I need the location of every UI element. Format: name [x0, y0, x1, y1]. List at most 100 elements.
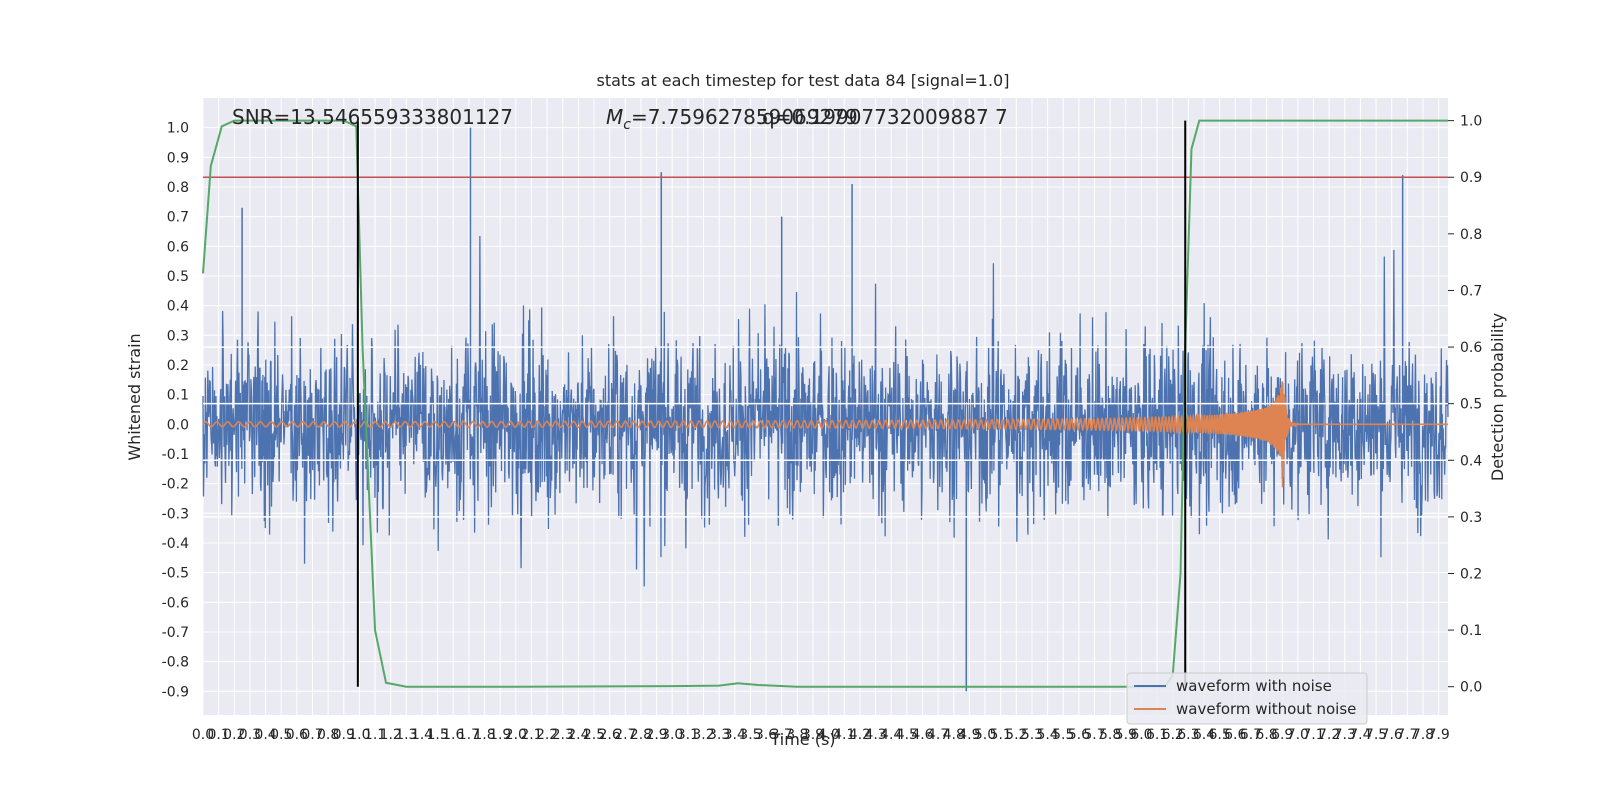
x-tick-label: 5.8 [1099, 727, 1121, 743]
x-tick-label: 6.3 [1177, 727, 1199, 743]
y-tick-label: 0.1 [167, 388, 189, 404]
x-tick-label: 5.7 [1083, 727, 1105, 743]
x-tick-label: 7.8 [1412, 727, 1434, 743]
x-tick-label: 7.2 [1318, 727, 1340, 743]
x-tick-label: 5.2 [1005, 727, 1027, 743]
y-tick-label: 0.3 [167, 328, 189, 344]
y2-tick-label: 0.2 [1460, 566, 1482, 582]
x-tick-label: 2.3 [552, 727, 574, 743]
x-tick-label: 7.5 [1365, 727, 1387, 743]
x-tick-label: 3.9 [802, 727, 824, 743]
x-tick-label: 6.5 [1209, 727, 1231, 743]
mc-value: =7.759627859069279 [631, 105, 858, 129]
x-tick-label: 1.3 [395, 727, 417, 743]
x-tick-label: 3.5 [739, 727, 761, 743]
y2-tick-label: 0.6 [1460, 340, 1482, 356]
x-tick-label: 6.8 [1255, 727, 1277, 743]
mc-annotation: Mc=7.759627859069279 [606, 105, 858, 133]
x-tick-label: 4.2 [849, 727, 871, 743]
y-tick-label: 0.6 [167, 239, 189, 255]
x-tick-label: 0.6 [286, 727, 308, 743]
x-tick-label: 3.3 [708, 727, 730, 743]
y-tick-label: -0.9 [162, 684, 189, 700]
x-tick-label: 7.3 [1334, 727, 1356, 743]
x-tick-label: 0.1 [208, 727, 230, 743]
q-annotation: q=0.19907732009887 7 [762, 105, 1008, 129]
x-tick-label: 2.5 [583, 727, 605, 743]
y2-tick-label: 0.1 [1460, 623, 1482, 639]
y-tick-label: -0.2 [162, 477, 189, 493]
snr-annotation: SNR=13.546559333801127 [232, 105, 513, 129]
y-tick-label: 1.0 [167, 121, 189, 137]
x-tick-label: 3.7 [771, 727, 793, 743]
y-tick-label: 0.8 [167, 180, 189, 196]
y2-tick-label: 0.0 [1460, 680, 1482, 696]
y2-tick-label: 0.7 [1460, 283, 1482, 299]
x-tick-label: 5.0 [974, 727, 996, 743]
y2-axis-title: Detection probability [1488, 313, 1507, 481]
y-tick-label: 0.0 [167, 417, 189, 433]
x-tick-label: 5.3 [1021, 727, 1043, 743]
x-tick-label: 7.4 [1349, 727, 1371, 743]
x-tick-label: 1.4 [411, 727, 433, 743]
probability-line [202, 119, 1448, 688]
x-tick-label: 2.4 [567, 727, 589, 743]
x-tick-label: 2.6 [599, 727, 621, 743]
x-tick-label: 2.8 [630, 727, 652, 743]
series-waveform-without-noise [202, 381, 1448, 488]
x-tick-label: 6.2 [1162, 727, 1184, 743]
legend-label-clean: waveform without noise [1176, 700, 1356, 718]
y-tick-label: -0.6 [162, 595, 189, 611]
legend: waveform with noise waveform without noi… [1126, 672, 1368, 725]
y2-tick-label: 0.4 [1460, 453, 1482, 469]
x-tick-label: 2.9 [645, 727, 667, 743]
x-tick-label: 0.0 [192, 727, 214, 743]
x-tick-label: 6.1 [1146, 727, 1168, 743]
mc-subscript: c [623, 117, 631, 133]
x-tick-label: 0.5 [270, 727, 292, 743]
x-tick-label: 4.4 [880, 727, 902, 743]
y-axis-left: 1.0 0.9 0.8 0.7 0.6 0.5 0.4 0.3 0.2 0.1 0.0 -0.1 -0.… [162, 121, 189, 701]
x-tick-label: 1.6 [442, 727, 464, 743]
x-tick-label: 5.6 [1068, 727, 1090, 743]
x-tick-label: 7.0 [1287, 727, 1309, 743]
x-axis-title: Time (s) [769, 730, 835, 749]
y-axis-title: Whitened strain [125, 333, 144, 460]
y-tick-label: 0.9 [167, 150, 189, 166]
x-tick-label: 3.2 [692, 727, 714, 743]
x-tick-label: 1.0 [348, 727, 370, 743]
x-tick-label: 0.2 [223, 727, 245, 743]
x-tick-label: 1.5 [426, 727, 448, 743]
x-tick-label: 4.1 [833, 727, 855, 743]
x-tick-label: 1.2 [380, 727, 402, 743]
x-tick-label: 4.7 [927, 727, 949, 743]
x-tick-label: 2.0 [505, 727, 527, 743]
x-tick-label: 5.4 [1036, 727, 1058, 743]
y-tick-label: 0.2 [167, 358, 189, 374]
y-tick-label: 0.5 [167, 269, 189, 285]
x-tick-label: 2.1 [520, 727, 542, 743]
y-tick-label: 0.4 [167, 299, 189, 315]
x-tick-label: 1.8 [473, 727, 495, 743]
x-tick-label: 2.7 [614, 727, 636, 743]
x-tick-label: 4.3 [864, 727, 886, 743]
y2-tick-label: 0.3 [1460, 510, 1482, 526]
x-tick-label: 7.1 [1302, 727, 1324, 743]
y2-tick-label: 1.0 [1460, 114, 1482, 130]
x-tick-label: 1.9 [489, 727, 511, 743]
y2-tick-label: 0.8 [1460, 227, 1482, 243]
legend-label-noise: waveform with noise [1176, 677, 1332, 695]
series-detection-probability [202, 119, 1448, 688]
x-tick-label: 7.9 [1427, 727, 1449, 743]
x-tick-label: 6.4 [1193, 727, 1215, 743]
y-tick-label: -0.4 [162, 536, 189, 552]
y-tick-label: -0.5 [162, 566, 189, 582]
chart-title: stats at each timestep for test data 84 … [597, 71, 1010, 90]
x-tick-label: 3.1 [677, 727, 699, 743]
x-tick-label: 0.9 [333, 727, 355, 743]
y-tick-label: -0.8 [162, 655, 189, 671]
x-tick-label: 5.1 [990, 727, 1012, 743]
x-tick-label: 1.1 [364, 727, 386, 743]
y-tick-label: -0.3 [162, 506, 189, 522]
